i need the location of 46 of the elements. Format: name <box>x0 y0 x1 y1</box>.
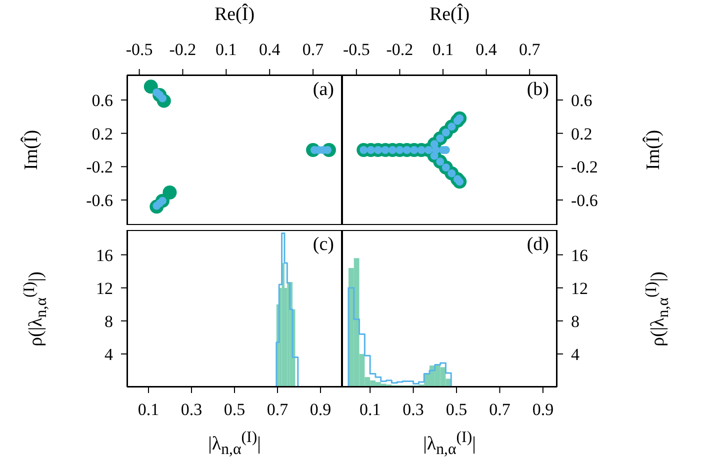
y-axis-title: Im(Î) <box>21 128 43 172</box>
annotation: (c) <box>312 234 334 256</box>
y2-tick-label: -0.6 <box>571 191 598 210</box>
x-tick-label: 0.1 <box>216 40 237 59</box>
annotation: (a) <box>312 79 334 101</box>
x-tick-label: 0.5 <box>224 400 246 420</box>
y-tick-label: 0.6 <box>92 91 113 110</box>
y-tick-label: 12 <box>96 278 113 298</box>
x-axis-title: Re(Î) <box>213 4 256 26</box>
x-tick-label: 0.1 <box>138 400 160 420</box>
x-tick-label: -0.2 <box>169 40 196 59</box>
x-tick-label: 0.5 <box>446 400 468 420</box>
y2-tick-label: 16 <box>571 246 588 265</box>
y-tick-label: -0.6 <box>86 191 113 210</box>
y-tick-label: -0.2 <box>86 158 113 177</box>
y2-tick-label: 8 <box>571 312 580 331</box>
x-tick-label: 0.1 <box>359 400 381 420</box>
x-tick-label: 0.9 <box>532 400 554 420</box>
x-tick-label: 0.7 <box>302 40 324 59</box>
x-tick-label: 0.3 <box>402 400 424 420</box>
x-tick-label: 0.7 <box>489 400 511 420</box>
annotation: (d) <box>526 234 549 256</box>
y-tick-label: 8 <box>104 312 113 331</box>
y2-tick-label: 4 <box>571 344 580 364</box>
x-tick-label: 0.4 <box>476 40 498 59</box>
x-tick-label: 0.9 <box>310 400 332 420</box>
y2-tick-label: -0.2 <box>571 158 598 177</box>
y-tick-label: 0.2 <box>92 124 113 144</box>
x-tick-label: -0.5 <box>126 40 153 59</box>
x-axis-title: |λ$_{n,α}$$^{(I)}$| <box>207 429 262 460</box>
x-axis-title: Re(Î) <box>428 4 471 26</box>
y2-tick-label: 12 <box>571 278 588 298</box>
x-tick-label: 0.7 <box>518 40 541 59</box>
x-tick-label: 0.4 <box>258 40 281 59</box>
y-tick-label: 4 <box>104 344 114 364</box>
x-tick-label: -0.5 <box>342 40 370 59</box>
x-tick-label: 0.1 <box>432 40 454 59</box>
x-tick-label: 0.7 <box>266 400 289 420</box>
x-tick-label: 0.3 <box>180 400 202 420</box>
annotation: (b) <box>526 79 549 101</box>
y-tick-label: 16 <box>96 246 113 265</box>
x-axis-title: |λ$_{n,α}$$^{(I)}$| <box>422 429 477 460</box>
y2-tick-label: 0.6 <box>571 91 592 110</box>
y2-tick-label: 0.2 <box>571 124 592 144</box>
x-tick-label: -0.2 <box>386 40 414 59</box>
y2-axis-title: Im(Î) <box>643 128 665 172</box>
